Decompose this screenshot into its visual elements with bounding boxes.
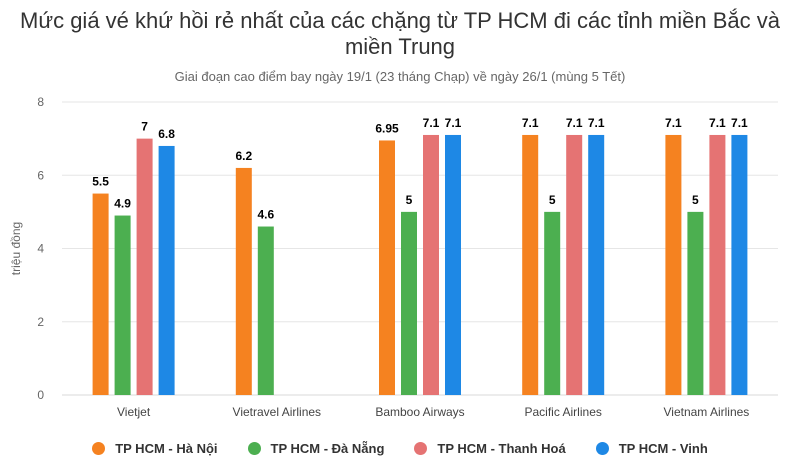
bar bbox=[158, 145, 175, 395]
chart-legend: TP HCM - Hà Nội TP HCM - Đà Nẵng TP HCM … bbox=[0, 438, 800, 458]
bar bbox=[379, 140, 395, 395]
data-label: 7 bbox=[141, 120, 148, 134]
bar bbox=[588, 134, 605, 395]
bar bbox=[257, 226, 274, 395]
y-tick-label: 4 bbox=[37, 242, 44, 256]
legend-marker-icon bbox=[414, 441, 428, 455]
legend-item-thanh-hoa[interactable]: TP HCM - Thanh Hoá bbox=[414, 440, 566, 456]
data-label: 5 bbox=[406, 193, 413, 207]
legend-label: TP HCM - Thanh Hoá bbox=[437, 440, 566, 456]
data-label: 7.1 bbox=[731, 116, 748, 130]
bar bbox=[235, 167, 252, 395]
bar bbox=[401, 211, 417, 395]
bar bbox=[544, 211, 561, 395]
data-label: 4.6 bbox=[257, 208, 274, 222]
data-label: 7.1 bbox=[423, 116, 440, 130]
x-tick-label: Bamboo Airways bbox=[375, 405, 464, 419]
chart-subtitle: Giai đoạn cao điểm bay ngày 19/1 (23 thá… bbox=[174, 69, 626, 84]
bar bbox=[687, 211, 704, 395]
data-label: 7.1 bbox=[709, 116, 726, 130]
x-tick-label: Vietravel Airlines bbox=[233, 405, 322, 419]
y-tick-label: 2 bbox=[37, 315, 44, 329]
legend-label: TP HCM - Vinh bbox=[618, 440, 708, 456]
y-tick-label: 8 bbox=[37, 95, 44, 109]
legend-marker-icon bbox=[247, 441, 261, 455]
bar bbox=[522, 134, 539, 395]
x-tick-label: Vietjet bbox=[117, 405, 151, 419]
bar bbox=[731, 134, 748, 395]
data-label: 7.1 bbox=[588, 116, 605, 130]
data-label: 5 bbox=[549, 193, 556, 207]
data-label: 6.8 bbox=[158, 127, 175, 141]
legend-label: TP HCM - Hà Nội bbox=[115, 440, 218, 456]
legend-item-da-nang[interactable]: TP HCM - Đà Nẵng bbox=[247, 440, 385, 456]
x-tick-label: Pacific Airlines bbox=[525, 405, 602, 419]
bar bbox=[445, 134, 461, 395]
bar bbox=[92, 193, 109, 395]
bar bbox=[665, 134, 682, 395]
bar bbox=[136, 138, 153, 395]
x-tick-label: Vietnam Airlines bbox=[663, 405, 749, 419]
bar bbox=[423, 134, 439, 395]
data-label: 6.2 bbox=[235, 149, 252, 163]
data-label: 5 bbox=[692, 193, 699, 207]
legend-item-vinh[interactable]: TP HCM - Vinh bbox=[595, 440, 708, 456]
legend-marker-icon bbox=[595, 441, 609, 455]
y-tick-label: 6 bbox=[37, 168, 44, 182]
data-label: 4.9 bbox=[114, 197, 131, 211]
y-tick-label: 0 bbox=[37, 388, 44, 402]
data-label: 7.1 bbox=[445, 116, 462, 130]
bar bbox=[709, 134, 726, 395]
data-label: 7.1 bbox=[566, 116, 583, 130]
bar bbox=[566, 134, 583, 395]
legend-label: TP HCM - Đà Nẵng bbox=[270, 440, 385, 456]
data-label: 6.95 bbox=[375, 121, 399, 135]
y-axis-label: triệu đồng bbox=[9, 222, 23, 275]
bar bbox=[114, 215, 131, 395]
chart-title: Mức giá vé khứ hồi rẻ nhất của các chặng… bbox=[20, 8, 780, 59]
data-label: 5.5 bbox=[92, 175, 109, 189]
data-label: 7.1 bbox=[665, 116, 682, 130]
data-label: 7.1 bbox=[522, 116, 539, 130]
legend-item-ha-noi[interactable]: TP HCM - Hà Nội bbox=[92, 440, 218, 456]
legend-marker-icon bbox=[92, 441, 106, 455]
